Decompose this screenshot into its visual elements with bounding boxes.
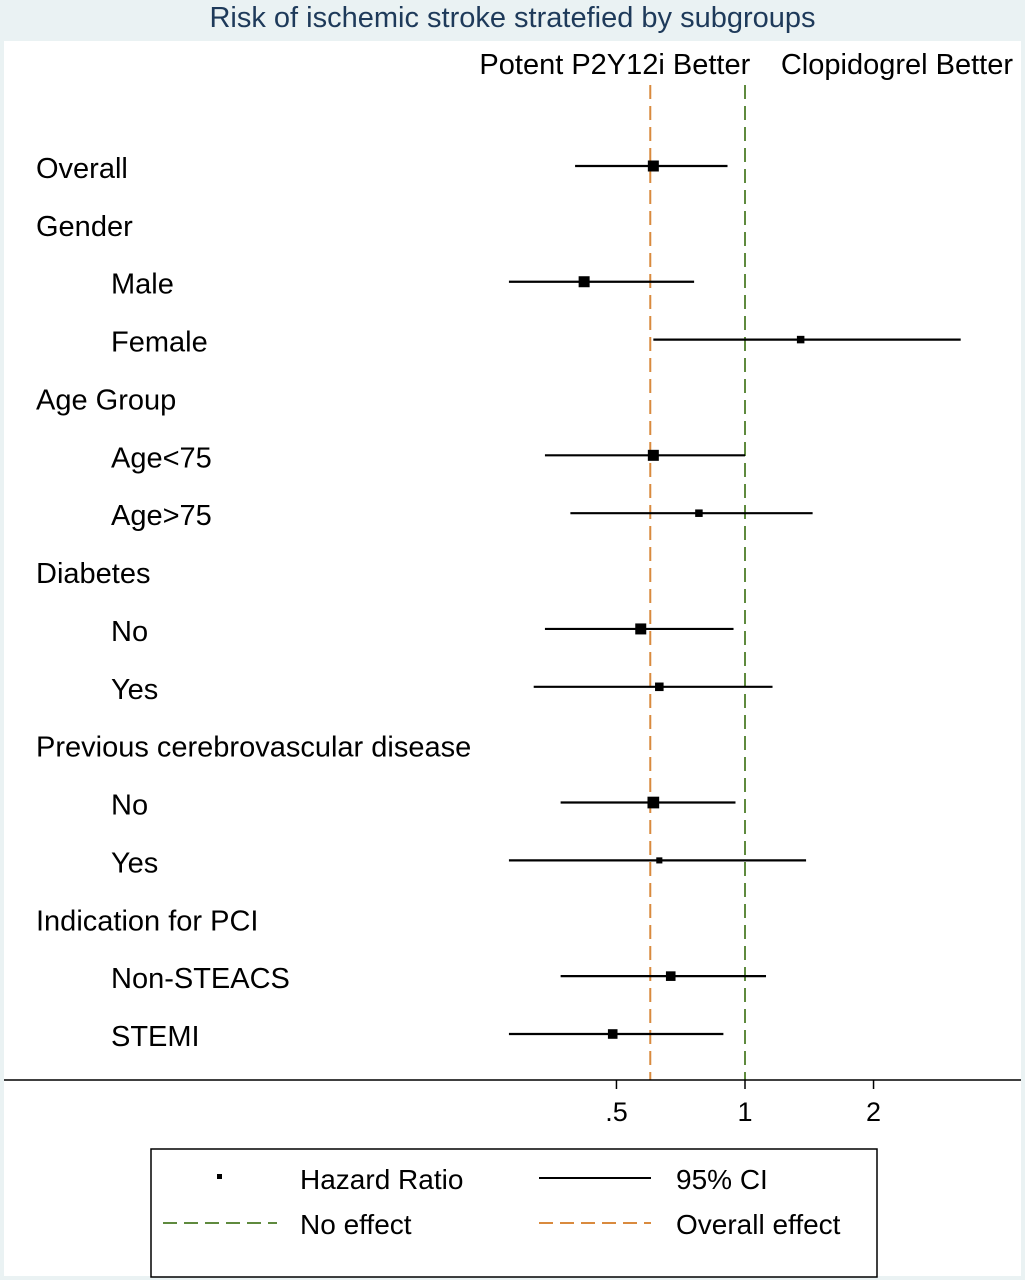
row-label-indication-for-pci: Indication for PCI — [36, 905, 258, 937]
hazard-ratio-marker-overall — [647, 160, 659, 172]
hazard-ratio-marker-yes — [655, 682, 664, 692]
row-label-male: Male — [111, 269, 174, 301]
annotation-left: Potent P2Y12i Better — [479, 49, 750, 81]
row-label-diabetes: Diabetes — [36, 558, 150, 590]
row-label-no: No — [111, 616, 148, 648]
x-axis: .5 1 2 — [4, 1079, 1021, 1127]
legend-ci-label: 95% CI — [676, 1164, 768, 1195]
hazard-ratio-marker-age-75 — [647, 449, 659, 461]
legend-no-effect-label: No effect — [300, 1209, 412, 1240]
row-label-gender: Gender — [36, 211, 133, 243]
legend-hazard-ratio-symbol — [217, 1174, 222, 1179]
row-label-stemi: STEMI — [111, 1021, 200, 1053]
x-tick-label: .5 — [605, 1097, 628, 1127]
hazard-ratio-marker-stemi — [607, 1029, 618, 1039]
row-label-previous-cerebrovascular-disease: Previous cerebrovascular disease — [36, 732, 471, 764]
row-label-age-75: Age<75 — [111, 442, 212, 474]
hazard-ratio-marker-no — [647, 796, 660, 809]
row-label-yes: Yes — [111, 847, 158, 879]
row-label-non-steacs: Non-STEACS — [111, 963, 290, 995]
hazard-ratio-marker-no — [635, 623, 647, 635]
hazard-ratio-marker-age-75 — [695, 509, 703, 517]
annotation-right: Clopidogrel Better — [781, 49, 1013, 81]
subgroup-rows: Overall Gender Male Female Age Group Age<75 Ag… — [36, 153, 961, 1053]
reference-lines: Potent P2Y12i Better Clopidogrel Better — [479, 49, 1013, 1080]
row-label-age-75: Age>75 — [111, 500, 212, 532]
row-label-age-group: Age Group — [36, 384, 176, 416]
legend: Hazard Ratio 95% CI No effect Overall effec… — [150, 1148, 878, 1278]
legend-hazard-ratio-label: Hazard Ratio — [300, 1164, 463, 1195]
hazard-ratio-marker-yes — [656, 857, 663, 864]
legend-box — [150, 1148, 878, 1278]
row-label-overall: Overall — [36, 153, 128, 185]
legend-overall-effect-label: Overall effect — [676, 1209, 841, 1240]
x-tick-label: 1 — [737, 1097, 752, 1127]
hazard-ratio-marker-male — [578, 276, 590, 288]
x-tick-label: 2 — [866, 1097, 881, 1127]
row-label-yes: Yes — [111, 674, 158, 706]
hazard-ratio-marker-female — [796, 335, 805, 344]
hazard-ratio-marker-non-steacs — [665, 971, 676, 981]
row-label-no: No — [111, 790, 148, 822]
row-label-female: Female — [111, 327, 208, 359]
chart-title: Risk of ischemic stroke stratefied by su… — [209, 2, 816, 34]
plot-panel — [4, 41, 1021, 1276]
